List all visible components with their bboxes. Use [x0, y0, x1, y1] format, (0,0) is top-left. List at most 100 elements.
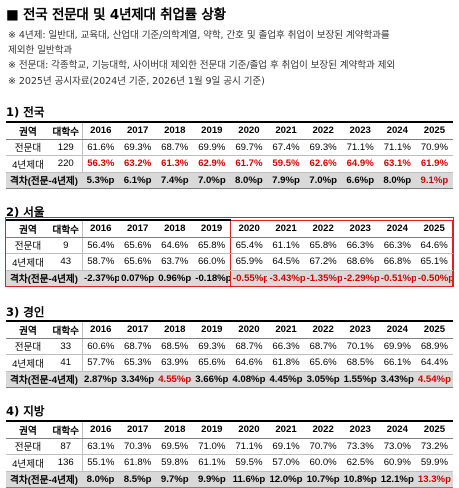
table-cell: 71.1% [378, 139, 416, 156]
gap-cell: 3.34%p [119, 371, 157, 388]
employment-rate-table: 권역 대학수 2016 2017 2018 2019 2020 2021 2022 2023 202… [6, 219, 454, 287]
header-year: 2017 [119, 420, 157, 439]
table-cell: 73.0% [378, 438, 416, 455]
header-year: 2024 [378, 420, 416, 439]
table-cell: 65.8% [193, 237, 231, 254]
table-cell: 63.1% [82, 438, 120, 455]
table-cell: 60.0% [304, 454, 342, 472]
table-cell: 61.6% [82, 139, 120, 156]
header-year: 2025 [415, 420, 453, 439]
header-year: 2017 [119, 121, 157, 140]
table-row: 전문대 129 61.6% 69.3% 68.7% 69.9% 69.7% 67.4% 69.3… [6, 139, 453, 156]
header-year: 2016 [82, 219, 120, 238]
gap-label: 격차(전문-4년제) [6, 371, 82, 388]
table-cell: 68.9% [415, 338, 453, 355]
header-count: 대학수 [50, 320, 83, 339]
gap-cell: -0.51%p [378, 270, 416, 287]
table-cell: 73.2% [415, 438, 453, 455]
row-label: 4년제대 [6, 155, 50, 173]
employment-rate-table: 권역 대학수 2016 2017 2018 2019 2020 2021 2022 2023 202… [6, 121, 453, 189]
header-year: 2020 [229, 219, 268, 238]
row-label: 4년제대 [6, 354, 50, 372]
table-cell: 58.7% [82, 253, 120, 271]
header-year: 2024 [378, 219, 416, 238]
gap-cell: 3.43%p [378, 371, 416, 388]
header-region: 권역 [6, 219, 50, 238]
row-label: 전문대 [6, 338, 50, 355]
header-region: 권역 [6, 420, 50, 439]
gap-cell: 7.9%p [267, 172, 305, 189]
header-year: 2023 [341, 219, 379, 238]
gap-cell: 8.0%p [230, 172, 268, 189]
header-year: 2016 [82, 420, 120, 439]
row-label: 4년제대 [6, 454, 50, 472]
header-year: 2017 [119, 320, 157, 339]
table-cell: 62.6% [304, 155, 342, 173]
table-cell: 69.3% [193, 338, 231, 355]
table-cell: 62.9% [193, 155, 231, 173]
table-row: 4년제대 136 55.1% 61.8% 59.8% 61.1% 59.5% 57.0% 60.… [6, 454, 453, 472]
gap-cell: 11.6%p [230, 471, 268, 488]
header-year: 2018 [156, 320, 194, 339]
header-year: 2020 [230, 320, 268, 339]
table-cell: 65.3% [119, 354, 157, 372]
table-cell: 67.4% [267, 139, 305, 156]
gap-cell: 12.1%p [378, 471, 416, 488]
table-cell: 61.7% [230, 155, 268, 173]
table-row: 4년제대 41 57.7% 65.3% 63.9% 65.6% 64.6% 61.8% 65.6… [6, 354, 453, 372]
header-year: 2019 [193, 219, 231, 238]
table-cell: 63.2% [119, 155, 157, 173]
table-cell: 65.9% [229, 253, 268, 271]
note-line: ※ 4년제: 일반대, 교육대, 산업대 기준/의학계열, 약학, 간호 및 졸… [8, 30, 390, 41]
section-title: 4) 지방 [6, 404, 45, 418]
gap-label: 격차(전문-4년제) [6, 471, 82, 488]
header-year: 2024 [378, 320, 416, 339]
table-cell: 66.3% [378, 237, 416, 254]
gap-row: 격차(전문-4년제) -2.37%p 0.07%p 0.96%p -0.18%p -0.5… [6, 270, 454, 287]
table-cell: 60.6% [82, 338, 120, 355]
gap-cell: 1.55%p [341, 371, 379, 388]
employment-rate-table: 권역 대학수 2016 2017 2018 2019 2020 2021 2022 2023 202… [6, 420, 453, 488]
header-year: 2023 [341, 420, 379, 439]
table-cell: 65.6% [304, 354, 342, 372]
gap-cell: 8.0%p [82, 471, 120, 488]
row-count: 33 [50, 338, 83, 355]
document-page: ■ 전국 전문대 및 4년제대 취업률 상황 ※ 4년제: 일반대, 교육대, … [5, 7, 454, 488]
header-year: 2016 [82, 121, 120, 140]
header-year: 2024 [378, 121, 416, 140]
gap-cell: 4.08%p [230, 371, 268, 388]
table-cell: 69.7% [230, 139, 268, 156]
table-cell: 70.3% [119, 438, 157, 455]
gap-cell: -0.55%p [229, 270, 268, 287]
gap-cell: 7.4%p [156, 172, 194, 189]
header-year: 2018 [156, 121, 194, 140]
gap-cell: 5.3%p [82, 172, 120, 189]
header-year: 2020 [230, 420, 268, 439]
gap-cell: 8.5%p [119, 471, 157, 488]
table-cell: 59.9% [415, 454, 453, 472]
table-cell: 71.1% [230, 438, 268, 455]
table-cell: 65.8% [304, 237, 342, 254]
row-label: 전문대 [6, 438, 50, 455]
table-cell: 69.9% [378, 338, 416, 355]
table-cell: 56.4% [82, 237, 120, 254]
table-cell: 66.0% [193, 253, 231, 271]
table-cell: 64.6% [415, 237, 454, 254]
table-cell: 64.9% [341, 155, 379, 173]
header-year: 2021 [267, 219, 305, 238]
gap-row: 격차(전문-4년제) 5.3%p 6.1%p 7.4%p 7.0%p 8.0%p 7.9%p… [6, 172, 453, 189]
table-cell: 65.6% [119, 253, 157, 271]
header-year: 2016 [82, 320, 120, 339]
table-cell: 61.1% [193, 454, 231, 472]
gap-cell: 4.54%p [415, 371, 453, 388]
table-cell: 68.7% [119, 338, 157, 355]
table-cell: 61.8% [119, 454, 157, 472]
table-cell: 69.3% [304, 139, 342, 156]
gap-cell: -0.18%p [193, 270, 231, 287]
gap-row: 격차(전문-4년제) 8.0%p 8.5%p 9.7%p 9.9%p 11.6%p 12.0… [6, 471, 453, 488]
table-cell: 64.6% [230, 354, 268, 372]
row-count: 129 [50, 139, 83, 156]
section-title: 1) 전국 [6, 105, 45, 119]
page-title: ■ 전국 전문대 및 4년제대 취업률 상황 [6, 7, 226, 23]
section-title: 2) 서울 [6, 205, 45, 219]
